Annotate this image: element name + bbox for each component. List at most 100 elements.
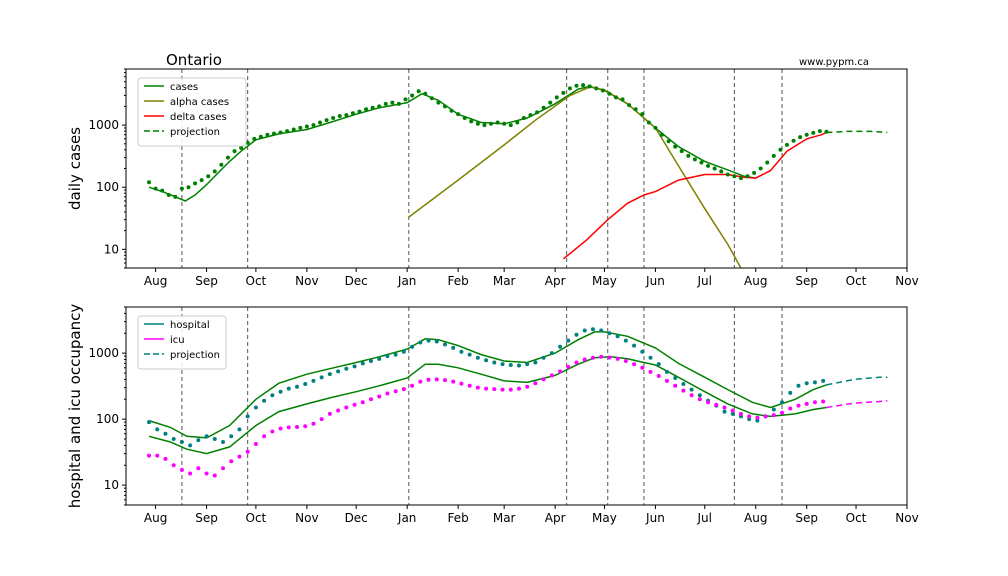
plot-frame	[125, 306, 908, 506]
data-point	[521, 116, 526, 121]
x-tick-label: Sep	[795, 274, 818, 288]
data-point	[393, 352, 398, 357]
data-point	[436, 100, 441, 105]
data-point	[508, 387, 513, 392]
data-point	[229, 459, 234, 464]
data-point	[352, 364, 357, 369]
data-point	[615, 356, 620, 361]
data-point	[204, 434, 209, 439]
data-point	[401, 349, 406, 354]
top-panel: Aug Sep Oct Nov Dec Jan Feb Mar Apr May Jun Jul Aug S…	[66, 68, 919, 288]
data-point	[303, 382, 308, 387]
data-point	[566, 338, 571, 343]
data-point	[747, 414, 752, 419]
data-point	[327, 411, 332, 416]
data-point	[396, 101, 401, 106]
cases-reported--points	[147, 83, 829, 199]
data-point	[821, 399, 826, 404]
legend-entry: projection	[170, 350, 220, 361]
data-point	[817, 129, 822, 134]
data-point	[451, 379, 456, 384]
data-point	[327, 372, 332, 377]
data-point	[179, 467, 184, 472]
x-tick-label: Oct	[246, 274, 267, 288]
data-point	[188, 443, 193, 448]
data-point	[298, 125, 303, 130]
data-point	[492, 360, 497, 365]
data-point	[166, 192, 171, 197]
x-tick-label: Jan	[397, 274, 417, 288]
data-point	[679, 149, 684, 154]
x-tick-label: Oct	[846, 511, 867, 525]
data-point	[245, 414, 250, 419]
data-point	[171, 437, 176, 441]
legend-entry: delta cases	[170, 112, 227, 123]
x-tick-label: Aug	[144, 274, 167, 288]
data-point	[449, 108, 454, 113]
data-point	[252, 136, 257, 141]
data-point	[719, 169, 724, 174]
data-point	[451, 345, 456, 350]
data-point	[344, 366, 349, 371]
data-point	[607, 331, 612, 336]
data-point	[467, 383, 472, 388]
data-point	[206, 174, 211, 179]
data-point	[459, 349, 464, 354]
data-point	[798, 135, 803, 140]
data-point	[344, 405, 349, 410]
data-point	[390, 100, 395, 105]
data-point	[401, 387, 406, 392]
data-point	[796, 383, 801, 388]
data-point	[824, 129, 829, 134]
data-point	[253, 441, 258, 446]
data-point	[171, 463, 176, 468]
data-point	[221, 440, 226, 445]
data-point	[212, 437, 217, 441]
data-point	[590, 327, 595, 332]
data-point	[554, 95, 559, 100]
data-point	[377, 356, 382, 361]
data-point	[484, 358, 489, 363]
data-point	[732, 174, 737, 179]
y-axis-label: daily cases	[66, 127, 84, 210]
data-point	[725, 172, 730, 177]
data-point	[196, 466, 201, 471]
projection-icu-line	[826, 399, 888, 409]
credit-text: www.pypm.ca	[799, 57, 869, 68]
data-point	[548, 100, 553, 105]
data-point	[377, 104, 382, 109]
data-point	[434, 377, 439, 382]
y-tick-label: 100	[96, 180, 119, 194]
data-point	[804, 132, 809, 137]
data-point	[567, 86, 572, 91]
x-tick-label: Nov	[295, 274, 318, 288]
data-point	[410, 383, 415, 388]
data-point	[755, 418, 760, 423]
data-point	[294, 384, 299, 389]
projection-line	[826, 130, 888, 134]
x-tick-label: Mar	[493, 511, 516, 525]
data-point	[811, 130, 816, 135]
data-point	[237, 427, 242, 432]
data-point	[147, 420, 152, 425]
data-point	[344, 113, 349, 118]
data-point	[558, 344, 563, 349]
data-point	[541, 105, 546, 110]
data-point	[426, 338, 431, 343]
data-point	[475, 121, 480, 126]
data-point	[697, 393, 702, 398]
data-point	[475, 355, 480, 360]
data-point	[239, 145, 244, 150]
data-point	[516, 363, 521, 368]
data-point	[462, 116, 467, 121]
x-tick-label: Dec	[345, 511, 368, 525]
data-point	[525, 362, 530, 367]
data-point	[664, 378, 669, 383]
data-point	[456, 112, 461, 117]
legend-box	[137, 315, 227, 370]
data-point	[620, 97, 625, 102]
data-point	[360, 361, 365, 366]
data-point	[566, 364, 571, 369]
data-point	[533, 381, 538, 386]
data-point	[336, 369, 341, 374]
